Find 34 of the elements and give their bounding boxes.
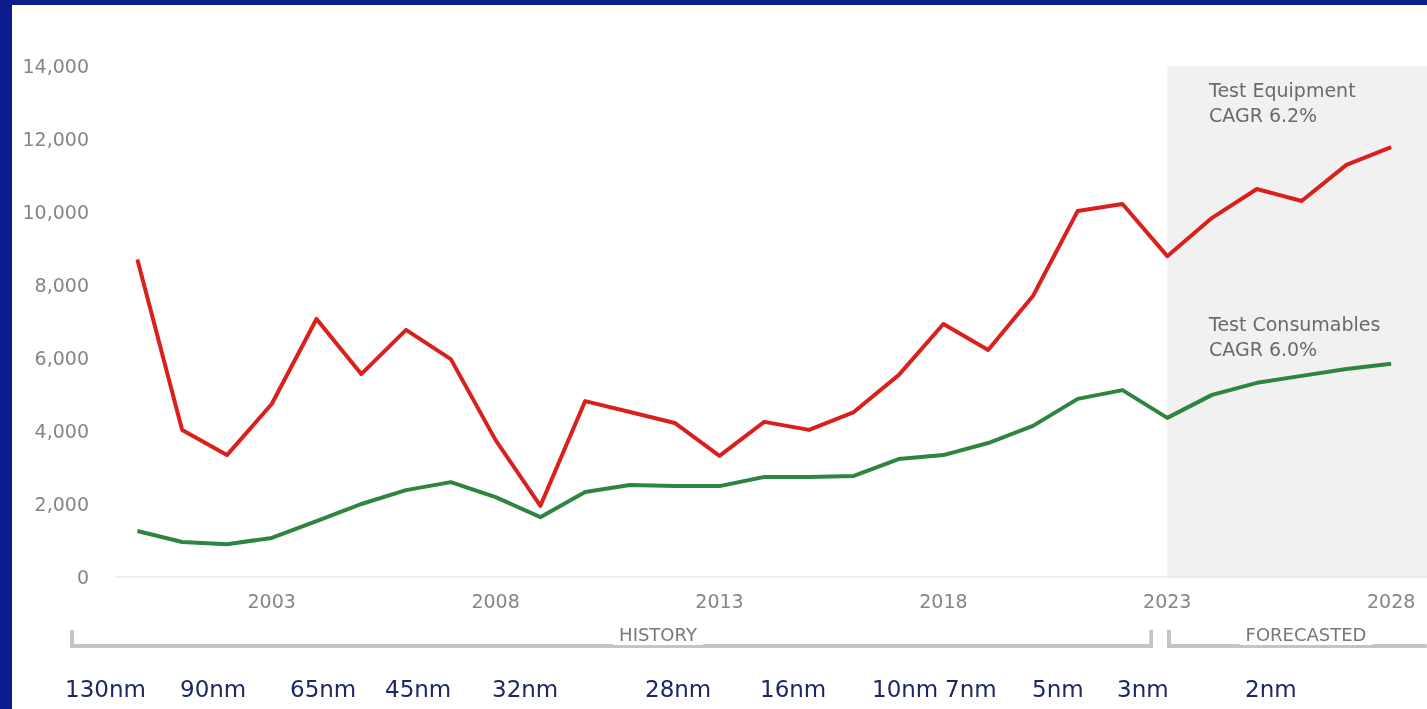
y-tick-label: 10,000 [22, 200, 89, 223]
x-tick-label: 2008 [471, 590, 520, 613]
text: 28nm [645, 676, 712, 702]
text: FORECASTED [1239, 624, 1373, 645]
text: 45nm [385, 676, 452, 702]
line-series [135, 145, 1394, 508]
y-tick-label: 0 [76, 565, 89, 588]
text: HISTORY [613, 624, 703, 645]
y-tick-label: 8,000 [34, 273, 89, 296]
text: 3nm [1117, 676, 1169, 702]
x-tick-label: 2028 [1367, 590, 1416, 613]
x-tick-label: 2023 [1143, 590, 1192, 613]
text: 10nm [872, 676, 939, 702]
y-tick-label: 4,000 [34, 419, 89, 442]
y-tick-label: 6,000 [34, 346, 89, 369]
text: 7nm [945, 676, 997, 702]
x-tick-label: 2003 [247, 590, 296, 613]
text: 16nm [760, 676, 827, 702]
x-tick-label: 2013 [695, 590, 744, 613]
text: Test Equipment [1209, 78, 1356, 103]
line-series [135, 361, 1394, 547]
y-tick-label: 14,000 [22, 54, 89, 77]
text: 32nm [492, 676, 559, 702]
x-tick-label: 2018 [919, 590, 968, 613]
text: 2nm [1245, 676, 1297, 702]
series-label: Test Consumables [1209, 312, 1381, 337]
annotation: CAGR 6.0% [1209, 337, 1319, 362]
text: 90nm [180, 676, 247, 702]
text: 65nm [290, 676, 357, 702]
text: 130nm [65, 676, 146, 702]
y-tick-label: 12,000 [22, 127, 89, 150]
annotation: CAGR 6.2% [1209, 103, 1319, 128]
text: 5nm [1032, 676, 1084, 702]
y-tick-label: 2,000 [34, 492, 89, 515]
